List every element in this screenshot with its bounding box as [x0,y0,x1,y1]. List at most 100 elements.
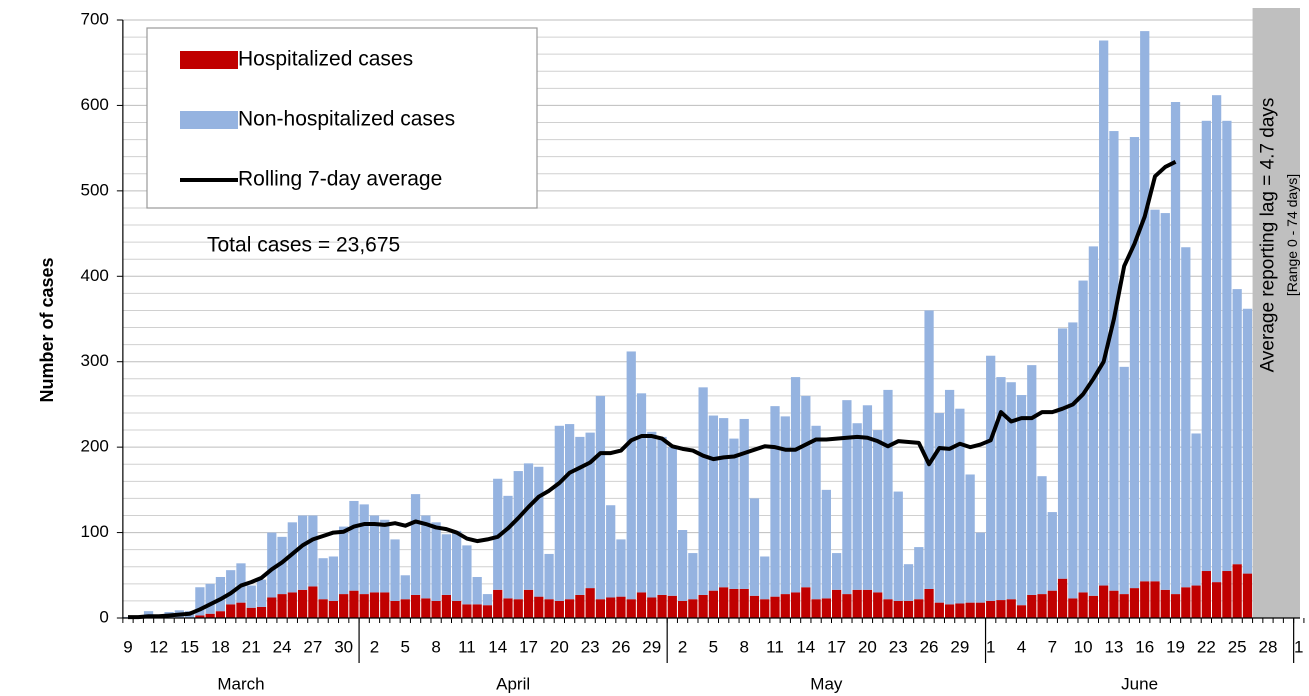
bar [636,393,647,593]
bar [441,534,451,595]
bar [811,425,821,600]
x-tick-label: 14 [488,637,507,656]
bar [575,594,585,618]
bar [657,594,667,618]
bar [297,515,308,590]
bar [636,592,647,618]
bar [482,594,493,606]
bar [267,597,277,618]
bar [359,504,369,595]
bar [1242,573,1253,618]
bar [1057,578,1068,618]
x-tick-label: 5 [709,637,718,656]
bar [770,406,780,597]
bar [883,389,893,600]
bar [677,530,688,601]
x-tick-label: 29 [642,637,661,656]
bar [657,436,667,595]
bar [647,431,657,598]
x-tick-label: 27 [303,637,322,656]
bar [1109,131,1119,591]
bar [914,599,924,618]
x-tick-label: 11 [766,637,784,656]
bar [1140,581,1150,618]
legend-swatch [180,51,238,69]
bar [1150,581,1160,618]
bar [277,536,287,595]
bar [554,600,564,618]
x-tick-label: 8 [431,637,440,656]
bar [903,564,914,601]
x-tick-label: 9 [123,637,132,656]
x-tick-label: 12 [149,637,168,656]
bar [1242,308,1253,574]
bar [1160,213,1170,590]
bar [852,423,862,590]
bar [462,545,472,605]
bar [595,599,606,618]
bar [698,387,708,595]
bar [277,594,287,618]
bar [431,600,441,618]
x-tick-label: 21 [242,637,261,656]
bar [1027,365,1037,595]
bar [1037,594,1047,618]
legend-swatch [180,111,238,129]
x-tick-label: 13 [1104,637,1123,656]
bar [503,495,513,599]
bar [1099,40,1109,586]
bar [924,588,934,618]
rolling-average-line [128,160,1177,620]
bar [400,575,410,600]
bar [873,592,883,618]
bar [390,600,400,618]
bar [1037,476,1047,595]
bar [688,599,698,618]
bar [647,597,657,618]
bar [380,519,390,593]
bar [986,355,996,601]
bar [246,585,256,608]
bar [1150,209,1160,582]
bar [1119,366,1129,595]
bar [1078,592,1088,618]
month-label: April [496,674,530,693]
bar [318,558,328,600]
x-tick-label: 2 [370,637,379,656]
y-tick-label: 500 [80,180,108,199]
bar [369,592,380,618]
bar [739,588,749,618]
bar [606,597,616,618]
bar [1068,598,1078,618]
bar [934,602,944,618]
bar [472,604,482,618]
bar [780,594,790,618]
bar [400,599,410,618]
legend-label: Non-hospitalized cases [238,108,455,131]
bar [1027,594,1037,618]
bar [215,611,226,618]
bar [544,553,554,600]
month-label: June [1121,674,1158,693]
bar [236,602,246,618]
x-tick-label: 10 [1074,637,1093,656]
bar [534,466,544,597]
bar [965,602,975,618]
bar [410,594,421,618]
bar [246,607,256,618]
bar [328,556,339,601]
bar [626,351,636,600]
bar [955,603,965,618]
x-tick-label: 1 [986,637,995,656]
bar [1109,590,1119,618]
bar [852,589,862,618]
bar [975,532,986,603]
bar [215,576,226,612]
x-tick-label: 14 [796,637,815,656]
bar [996,600,1006,618]
bar [595,395,606,600]
x-tick-label: 19 [1166,637,1185,656]
bar [380,592,390,618]
x-tick-label: 17 [519,637,538,656]
bar [1016,395,1027,606]
